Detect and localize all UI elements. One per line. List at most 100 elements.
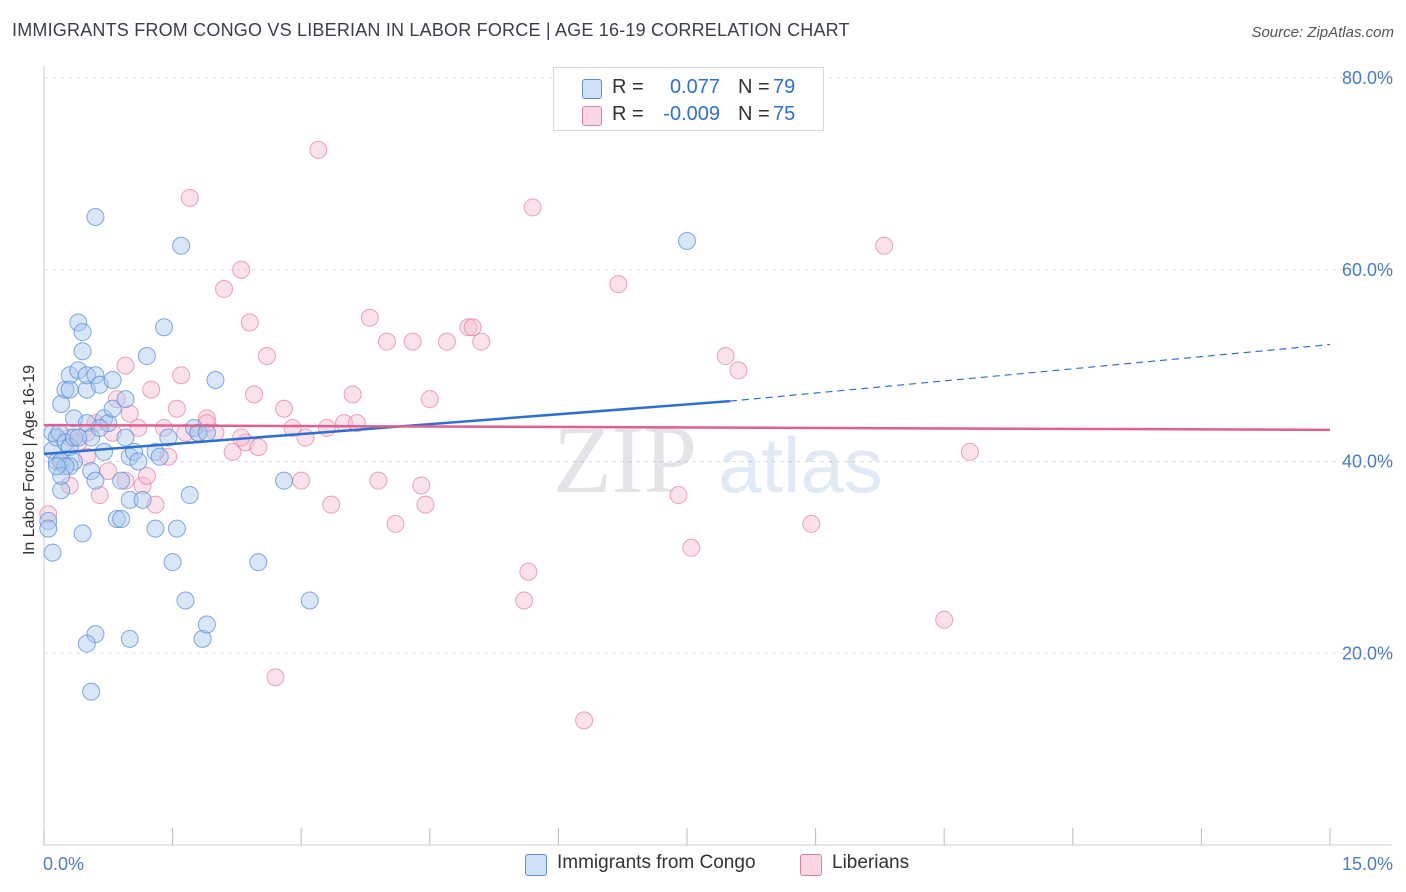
y-tick-label: 80.0% — [1342, 68, 1393, 88]
congo-point — [155, 318, 174, 337]
chart-source: Source: ZipAtlas.com — [1251, 24, 1394, 41]
congo-point — [180, 486, 199, 505]
congo-point — [73, 323, 92, 342]
congo-point — [77, 634, 96, 653]
liberian-point — [180, 188, 199, 207]
liberian-point — [266, 668, 285, 687]
liberian-point — [155, 418, 174, 437]
legend-row-congo: R = 0.077 N = 79 — [554, 74, 823, 100]
liberian-point — [90, 486, 109, 505]
congo-point — [678, 231, 696, 250]
congo-point — [193, 629, 212, 648]
congo-point — [172, 236, 191, 255]
liberian-point — [360, 308, 379, 327]
congo-point — [103, 399, 122, 418]
congo-point — [275, 471, 294, 490]
liberian-point — [802, 514, 821, 533]
congo-point — [39, 519, 58, 538]
stats-legend: R = 0.077 N = 79 R = -0.009 N = 75 — [553, 67, 824, 131]
congo-point — [146, 519, 165, 538]
congo-point — [39, 511, 58, 530]
congo-point — [116, 390, 135, 409]
congo-point — [163, 553, 182, 572]
liberian-point — [519, 562, 538, 581]
congo-point — [107, 510, 126, 529]
congo-point — [82, 682, 101, 701]
liberian-point — [133, 476, 152, 495]
congo-point — [167, 519, 186, 538]
liberian-point — [343, 385, 362, 404]
congo-point — [95, 442, 114, 461]
congo-point — [69, 313, 88, 332]
liberian-point — [935, 610, 954, 629]
legend-n-label: N = — [738, 76, 770, 98]
liberian-point — [223, 442, 242, 461]
bottom-legend-label-congo: Immigrants from Congo — [557, 852, 756, 873]
legend-r-value: -0.009 — [663, 103, 720, 125]
liberian-point — [377, 332, 396, 351]
congo-point — [52, 481, 71, 500]
congo-point — [249, 553, 268, 572]
liberian-point — [960, 442, 979, 461]
liberian-point — [245, 385, 264, 404]
x-tick-labels: 0.0% 15.0% — [43, 854, 1393, 874]
liberian-point — [116, 356, 135, 375]
liberian-point — [403, 332, 422, 351]
y-tick-label: 40.0% — [1342, 452, 1393, 472]
legend-r-label: R = — [612, 76, 644, 98]
legend-swatch-liberian — [582, 106, 602, 126]
legend-swatch-congo — [582, 79, 602, 99]
liberian-point — [669, 486, 688, 505]
congo-point — [43, 543, 62, 562]
liberian-point — [317, 418, 336, 437]
congo-point — [112, 510, 131, 529]
congo-point — [56, 380, 75, 399]
liberian-point — [137, 466, 156, 485]
liberian-point — [215, 279, 234, 298]
legend-n-value: 79 — [773, 76, 796, 98]
axes — [43, 66, 1392, 846]
congo-point — [206, 371, 225, 390]
x-tick-label: 0.0% — [43, 854, 84, 874]
y-tick-labels: 20.0% 40.0% 60.0% 80.0% — [1342, 68, 1393, 663]
liberian-point — [176, 423, 195, 442]
congo-point — [52, 466, 71, 485]
bottom-legend-swatch-liberian — [800, 854, 822, 876]
congo-point — [73, 524, 92, 543]
congo-point — [86, 208, 105, 227]
liberian-point — [875, 236, 894, 255]
liberian-point — [416, 495, 435, 514]
liberian-point — [459, 318, 478, 337]
liberian-point — [716, 347, 735, 366]
liberian-point — [386, 514, 405, 533]
liberian-point — [232, 260, 251, 279]
legend-r-label: R = — [612, 103, 644, 125]
y-tick-label: 20.0% — [1342, 643, 1393, 663]
liberian-point — [116, 471, 135, 490]
legend-r-value: 0.077 — [669, 76, 720, 98]
congo-point — [103, 371, 122, 390]
liberian-point — [322, 495, 341, 514]
congo-points — [39, 208, 696, 701]
congo-point — [150, 447, 169, 466]
watermark-atlas: atlas — [718, 421, 883, 509]
liberian-point — [729, 361, 748, 380]
legend-n-value: 75 — [773, 103, 796, 125]
watermark-zip: ZIP — [553, 406, 697, 513]
liberian-point — [249, 438, 268, 457]
chart-title: IMMIGRANTS FROM CONGO VS LIBERIAN IN LAB… — [12, 20, 850, 40]
congo-point — [159, 428, 178, 447]
liberian-point — [309, 140, 328, 159]
congo-point — [112, 471, 131, 490]
liberian-point — [515, 591, 534, 610]
bottom-legend-swatch-congo — [525, 854, 547, 876]
congo-point — [137, 347, 156, 366]
congo-point — [90, 418, 109, 437]
congo-point — [82, 462, 101, 481]
liberian-point — [129, 418, 148, 437]
liberian-point — [412, 476, 431, 495]
liberian-point — [142, 380, 161, 399]
liberian-trend-line — [43, 423, 1331, 432]
congo-point — [52, 394, 71, 413]
